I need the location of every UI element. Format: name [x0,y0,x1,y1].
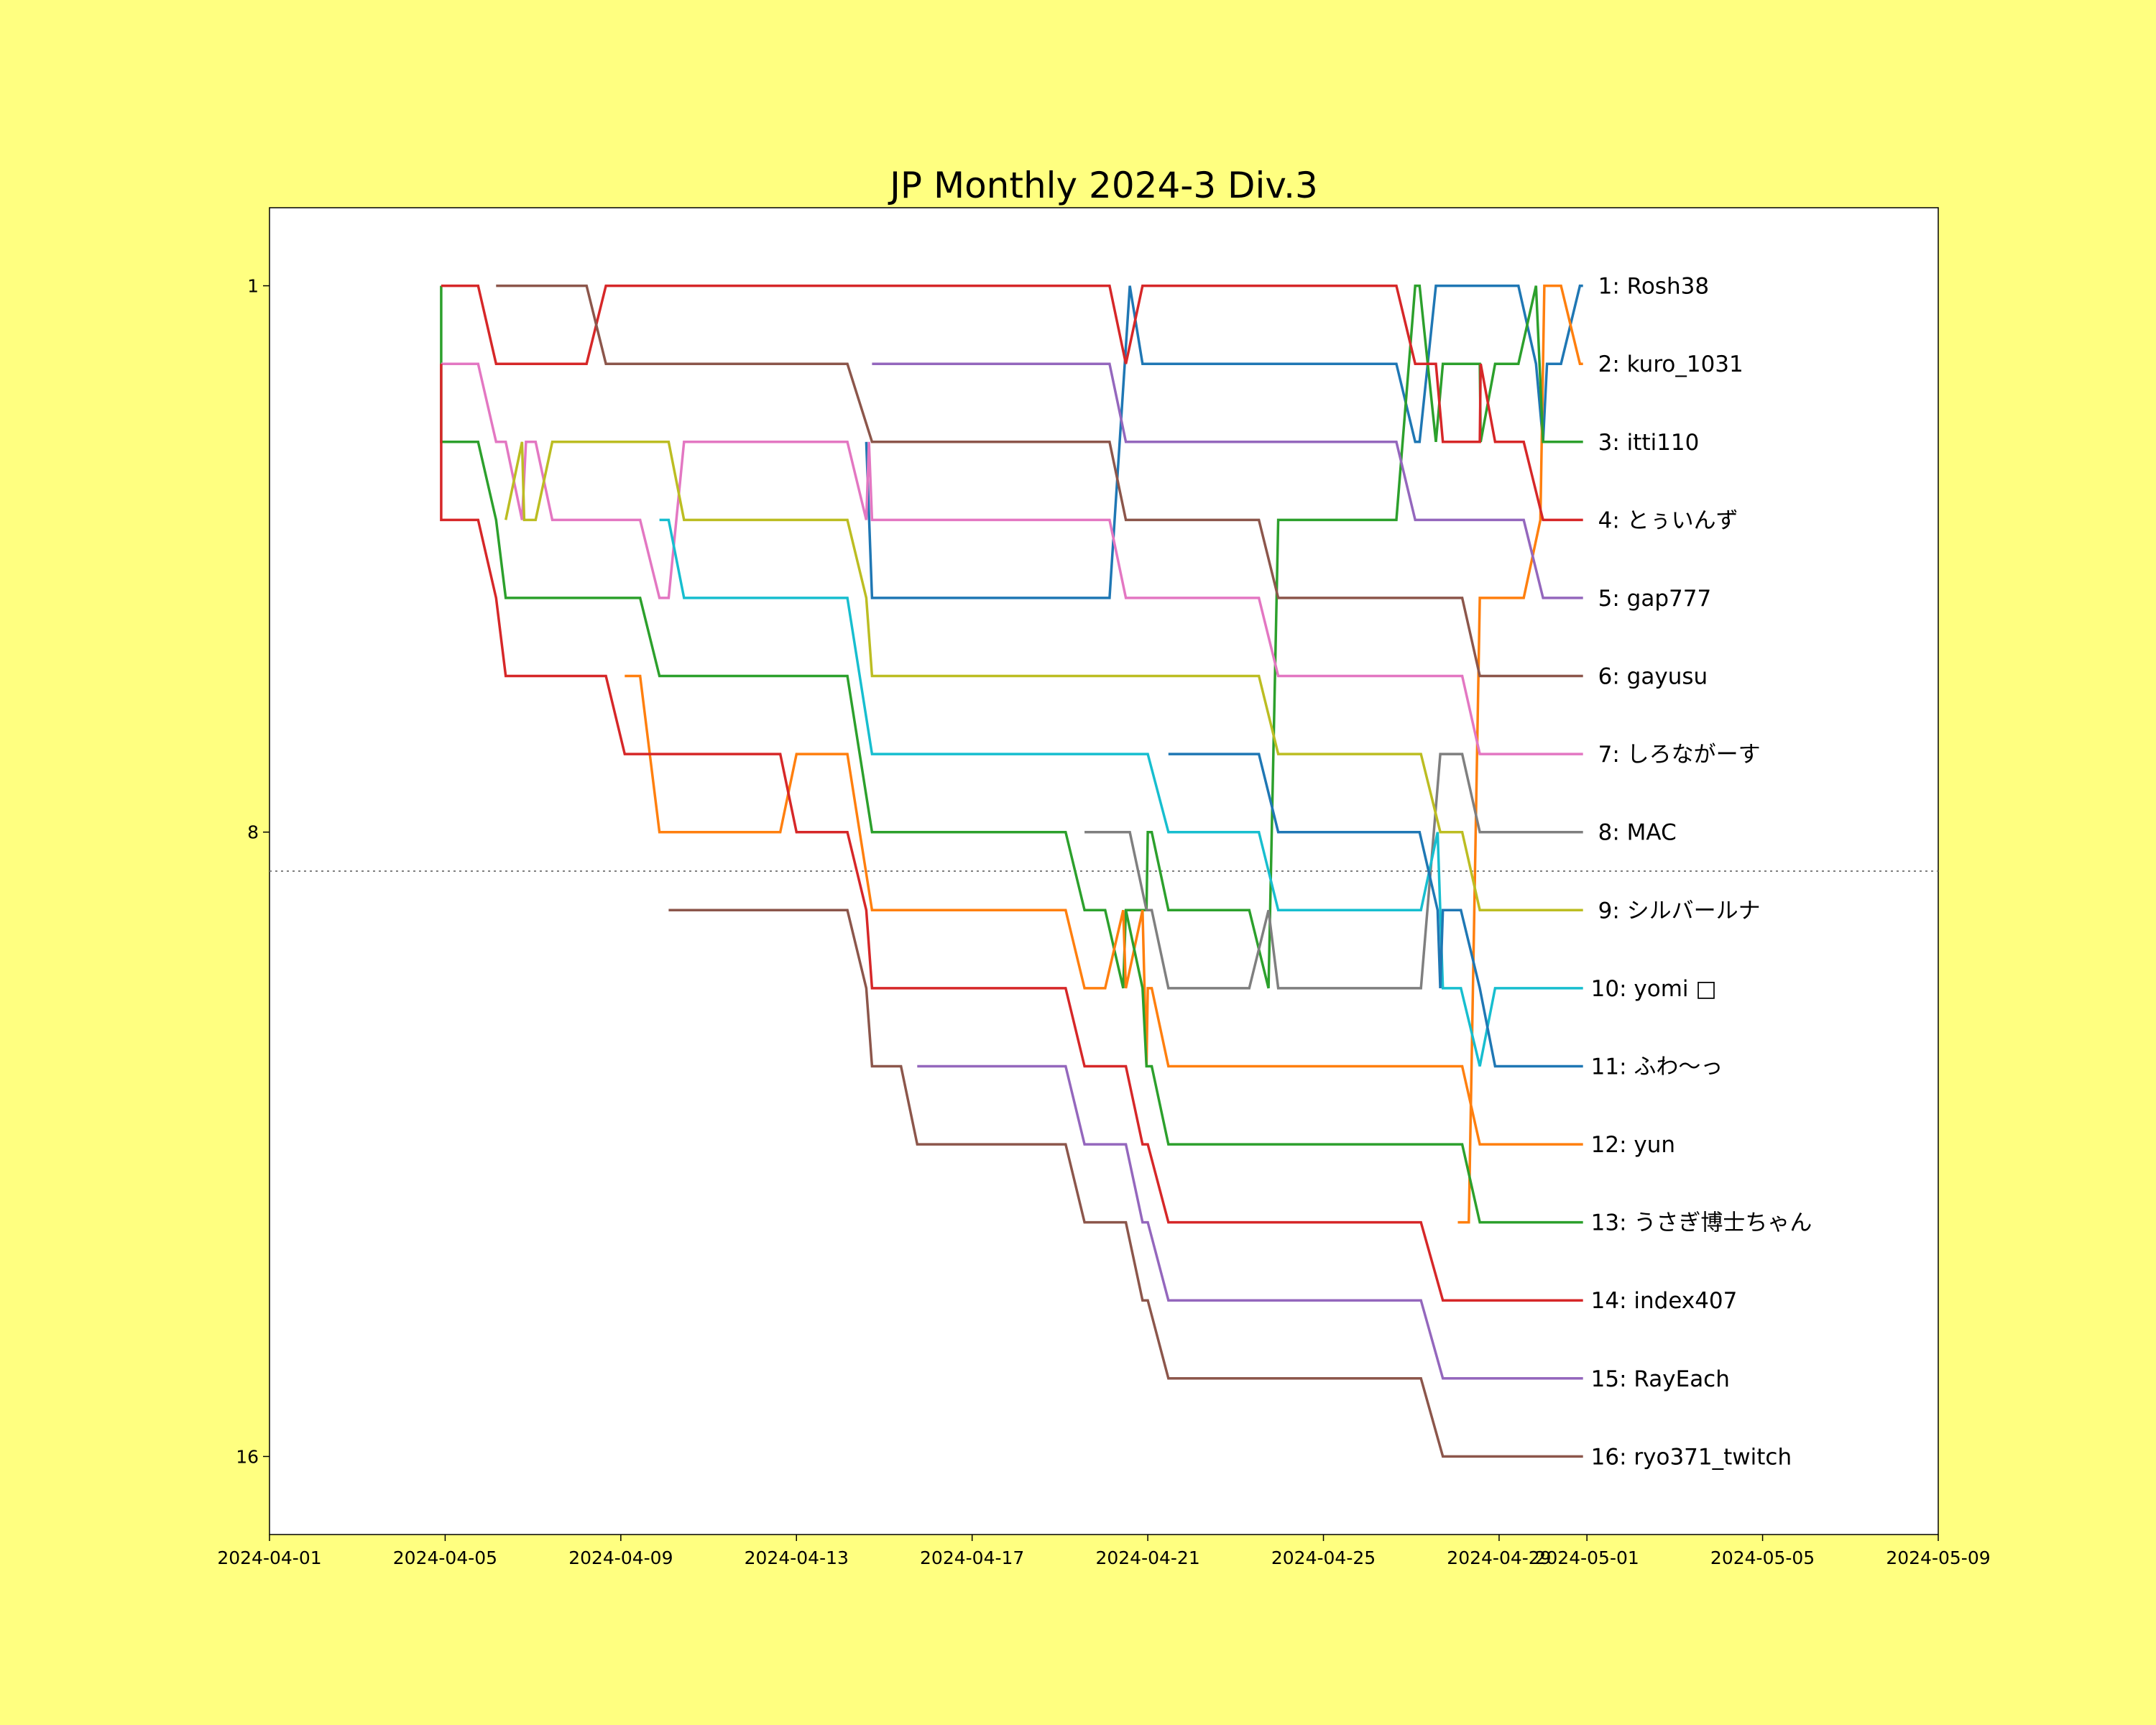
series-line-9 [504,441,1583,912]
series-line-10 [659,518,1583,1067]
series-label-12: 12: yun [1591,1132,1675,1158]
series-line-12 [625,674,1583,1146]
x-tick-label: 2024-04-13 [745,1547,849,1568]
series-line-8 [1084,753,1583,990]
series-label-11: 11: ふわ〜っ [1591,1054,1723,1080]
series-line-11 [1168,753,1583,1068]
series-label-7: 7: しろながーす [1598,742,1761,768]
series-line-16 [668,908,1583,1458]
y-tick-label: 16 [236,1446,259,1467]
series-label-15: 15: RayEach [1591,1366,1730,1392]
series-label-8: 8: MAC [1598,820,1677,846]
series-label-1: 1: Rosh38 [1598,274,1709,300]
series-label-13: 13: うさぎ博士ちゃん [1591,1210,1812,1236]
series-label-5: 5: gap777 [1598,586,1712,612]
series-line-5 [872,362,1583,599]
x-tick-label: 2024-04-29 [1447,1547,1551,1568]
x-tick-label: 2024-04-01 [217,1547,321,1568]
chart-title: JP Monthly 2024-3 Div.3 [888,165,1318,206]
series-label-14: 14: index407 [1591,1288,1738,1314]
x-tick-label: 2024-04-17 [920,1547,1024,1568]
series-label-4: 4: とぅいんず [1598,507,1738,533]
x-tick-label: 2024-05-05 [1710,1547,1815,1568]
x-tick-label: 2024-04-21 [1095,1547,1199,1568]
x-tick-label: 2024-04-25 [1271,1547,1376,1568]
series-line-14 [440,364,1583,1302]
series-label-6: 6: gayusu [1598,664,1708,690]
x-tick-label: 2024-05-01 [1535,1547,1639,1568]
x-tick-label: 2024-05-09 [1886,1547,1990,1568]
series-line-2 [1457,284,1583,1224]
series-line-4 [441,284,1583,522]
series-line-6 [496,284,1583,678]
series-line-15 [917,1064,1583,1380]
series-label-9: 9: シルバールナ [1598,898,1761,924]
series-label-10: 10: yomi □ [1591,976,1717,1002]
x-tick-label: 2024-04-09 [568,1547,673,1568]
y-tick-label: 8 [247,822,259,843]
series-line-7 [441,362,1583,755]
series-label-2: 2: kuro_1031 [1598,351,1743,377]
series-line-13 [1124,909,1583,1224]
series-label-16: 16: ryo371_twitch [1591,1444,1792,1470]
x-tick-label: 2024-04-05 [393,1547,497,1568]
series-label-3: 3: itti110 [1598,430,1700,456]
y-tick-label: 1 [247,276,259,297]
